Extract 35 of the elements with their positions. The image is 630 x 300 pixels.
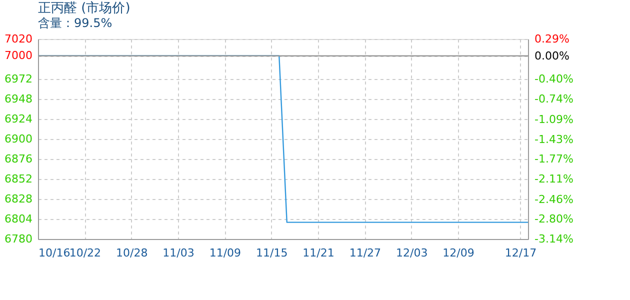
x-tick-label: 11/15: [256, 246, 288, 260]
y-tick-label: 6948: [4, 92, 32, 106]
x-tick-label: 10/22: [69, 246, 102, 260]
y-tick-label: 6900: [4, 132, 32, 146]
y2-tick-label: -1.77%: [534, 152, 574, 166]
x-tick-label: 12/09: [442, 246, 474, 260]
y-tick-label: 7020: [4, 32, 32, 46]
y-tick-label: 6876: [4, 152, 32, 166]
x-tick-label: 11/03: [162, 246, 194, 260]
y-tick-label: 6804: [4, 212, 32, 226]
x-tick-label: 11/27: [349, 246, 382, 260]
y2-tick-label: 0.29%: [534, 32, 570, 46]
y-tick-label: 6780: [4, 232, 32, 246]
x-tick-label: 11/21: [302, 246, 334, 260]
y2-tick-label: -2.11%: [534, 172, 574, 186]
y2-tick-label: -1.43%: [534, 132, 574, 146]
x-tick-label: 12/17: [504, 246, 537, 260]
y-tick-label: 6852: [4, 172, 32, 186]
x-tick-label: 10/16: [38, 246, 70, 260]
y2-tick-label: -0.74%: [534, 92, 574, 106]
y2-tick-label: 0.00%: [534, 49, 570, 62]
y2-tick-label: -1.09%: [534, 112, 574, 126]
y2-tick-label: -3.14%: [534, 232, 574, 246]
y-tick-label: 7000: [4, 49, 32, 62]
x-tick-label: 12/03: [396, 246, 428, 260]
y-tick-label: 6828: [4, 192, 32, 206]
y2-tick-label: -2.80%: [534, 212, 574, 226]
y2-tick-label: -2.46%: [534, 192, 574, 206]
x-tick-label: 11/09: [209, 246, 242, 260]
y-tick-label: 6972: [4, 72, 32, 86]
x-tick-label: 10/28: [116, 246, 148, 260]
y2-tick-label: -0.40%: [534, 72, 574, 86]
chart-subtitle: 含量：99.5%: [38, 16, 112, 30]
chart-title: 正丙醛 (市场价): [38, 1, 130, 16]
y-tick-label: 6924: [4, 112, 32, 126]
